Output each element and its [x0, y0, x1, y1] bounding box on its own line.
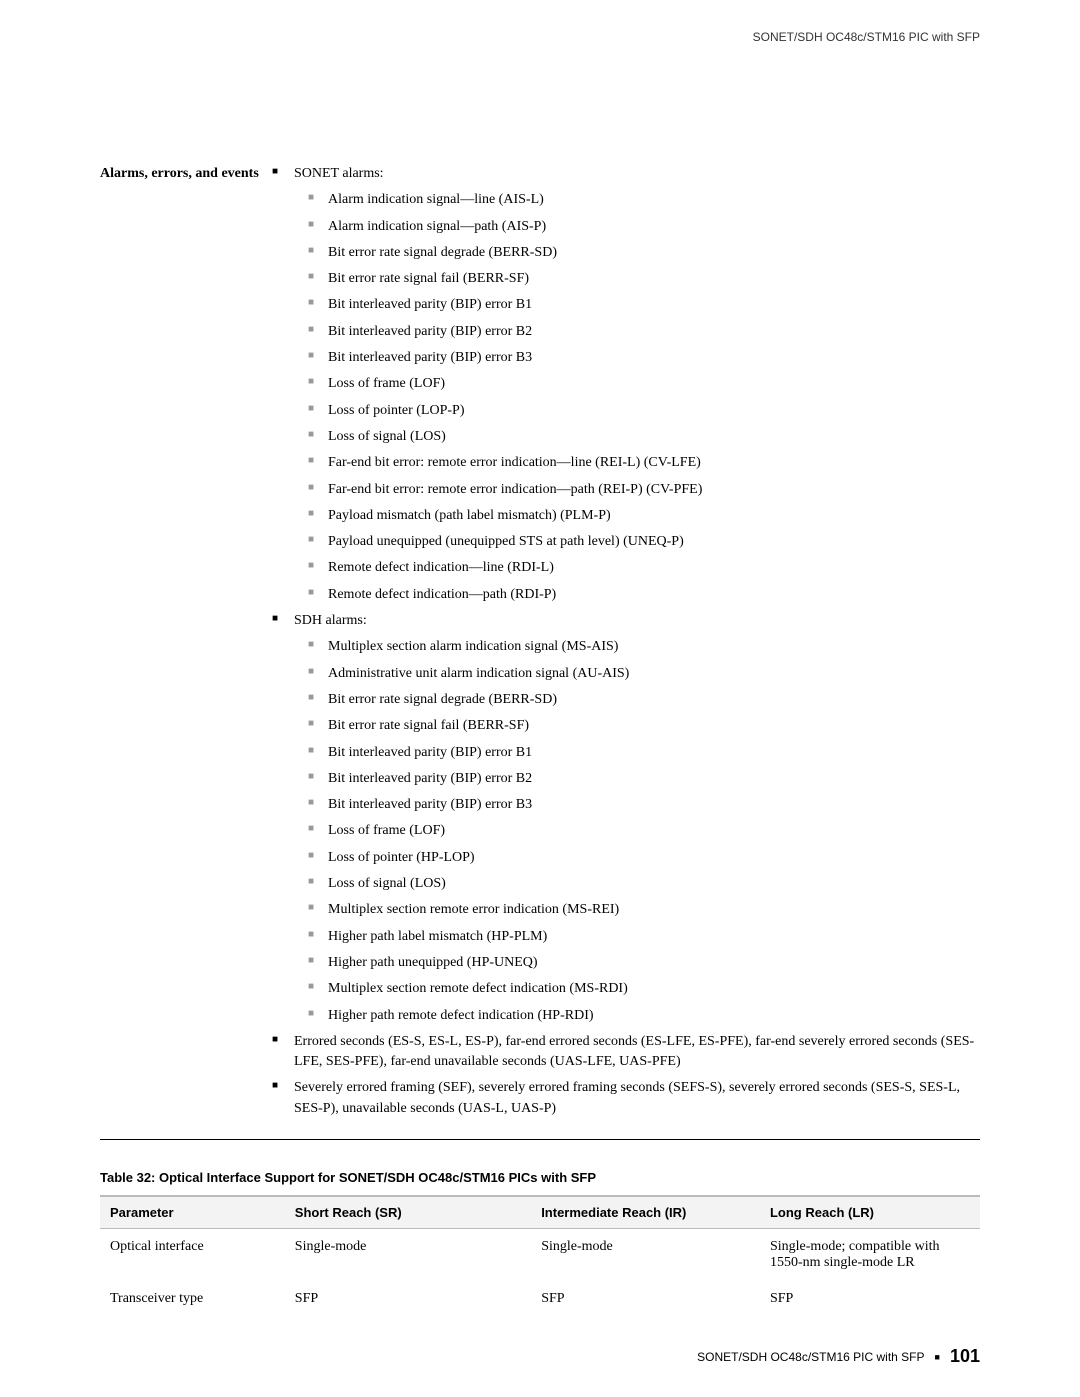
alarms-content: SONET alarms: Alarm indication signal—lin… — [270, 164, 980, 1125]
table-row: Optical interfaceSingle-modeSingle-modeS… — [100, 1228, 980, 1281]
alarm-item: Bit interleaved parity (BIP) error B2 — [294, 322, 980, 342]
alarm-item: Multiplex section remote defect indicati… — [294, 979, 980, 999]
alarm-item: Remote defect indication—path (RDI-P) — [294, 585, 980, 605]
alarms-label: Alarms, errors, and events — [100, 164, 270, 184]
alarm-item: Remote defect indication—line (RDI-L) — [294, 558, 980, 578]
alarm-item: Alarm indication signal—path (AIS-P) — [294, 217, 980, 237]
alarm-item: Far-end bit error: remote error indicati… — [294, 480, 980, 500]
alarm-item: Bit interleaved parity (BIP) error B3 — [294, 795, 980, 815]
alarm-item: Higher path remote defect indication (HP… — [294, 1006, 980, 1026]
alarm-group-title: SONET alarms: — [294, 166, 384, 181]
footer-page-number: 101 — [950, 1346, 980, 1367]
footer-text: SONET/SDH OC48c/STM16 PIC with SFP — [697, 1350, 924, 1364]
alarm-item: Payload unequipped (unequipped STS at pa… — [294, 532, 980, 552]
alarm-group: SONET alarms: Alarm indication signal—lin… — [270, 164, 980, 605]
alarm-item: Loss of frame (LOF) — [294, 374, 980, 394]
alarm-item: Higher path label mismatch (HP-PLM) — [294, 927, 980, 947]
table-cell: Optical interface — [100, 1228, 285, 1281]
alarm-item: Bit interleaved parity (BIP) error B1 — [294, 743, 980, 763]
alarm-group-title: SDH alarms: — [294, 613, 367, 628]
alarm-item: Bit interleaved parity (BIP) error B3 — [294, 348, 980, 368]
alarm-item: Higher path unequipped (HP-UNEQ) — [294, 953, 980, 973]
alarm-item: Loss of pointer (LOP-P) — [294, 401, 980, 421]
section-divider — [100, 1139, 980, 1140]
page-footer: SONET/SDH OC48c/STM16 PIC with SFP ■ 101 — [697, 1346, 980, 1367]
table-caption: Table 32: Optical Interface Support for … — [100, 1170, 980, 1185]
table-header-cell: Long Reach (LR) — [760, 1196, 980, 1229]
alarm-item: Multiplex section remote error indicatio… — [294, 900, 980, 920]
alarms-section: Alarms, errors, and events SONET alarms:… — [100, 164, 980, 1125]
table-header-cell: Intermediate Reach (IR) — [531, 1196, 760, 1229]
table-header-cell: Short Reach (SR) — [285, 1196, 531, 1229]
alarm-item: Alarm indication signal—line (AIS-L) — [294, 190, 980, 210]
alarm-group-title: Errored seconds (ES-S, ES-L, ES-P), far-… — [294, 1034, 974, 1069]
alarm-item: Administrative unit alarm indication sig… — [294, 664, 980, 684]
alarm-item: Loss of frame (LOF) — [294, 821, 980, 841]
page-header-title: SONET/SDH OC48c/STM16 PIC with SFP — [100, 30, 980, 44]
table-cell: SFP — [285, 1281, 531, 1317]
alarm-item: Loss of signal (LOS) — [294, 874, 980, 894]
alarm-group: Errored seconds (ES-S, ES-L, ES-P), far-… — [270, 1032, 980, 1073]
alarm-item: Payload mismatch (path label mismatch) (… — [294, 506, 980, 526]
table-cell: SFP — [760, 1281, 980, 1317]
table-row: Transceiver typeSFPSFPSFP — [100, 1281, 980, 1317]
optical-interface-table: ParameterShort Reach (SR)Intermediate Re… — [100, 1195, 980, 1317]
alarm-item: Far-end bit error: remote error indicati… — [294, 453, 980, 473]
table-cell: Single-mode — [531, 1228, 760, 1281]
alarm-item: Bit error rate signal degrade (BERR-SD) — [294, 690, 980, 710]
alarm-item: Bit error rate signal degrade (BERR-SD) — [294, 243, 980, 263]
table-cell: SFP — [531, 1281, 760, 1317]
table-cell: Single-mode; compatible with 1550-nm sin… — [760, 1228, 980, 1281]
alarm-item: Multiplex section alarm indication signa… — [294, 637, 980, 657]
alarm-item: Bit error rate signal fail (BERR-SF) — [294, 716, 980, 736]
footer-square-icon: ■ — [935, 1352, 940, 1362]
alarm-group: SDH alarms: Multiplex section alarm indic… — [270, 611, 980, 1026]
alarm-item: Bit interleaved parity (BIP) error B2 — [294, 769, 980, 789]
alarm-item: Bit interleaved parity (BIP) error B1 — [294, 295, 980, 315]
alarm-group: Severely errored framing (SEF), severely… — [270, 1078, 980, 1119]
table-cell: Single-mode — [285, 1228, 531, 1281]
alarm-item: Loss of pointer (HP-LOP) — [294, 848, 980, 868]
alarm-item: Loss of signal (LOS) — [294, 427, 980, 447]
table-header-cell: Parameter — [100, 1196, 285, 1229]
table-cell: Transceiver type — [100, 1281, 285, 1317]
alarm-item: Bit error rate signal fail (BERR-SF) — [294, 269, 980, 289]
alarm-group-title: Severely errored framing (SEF), severely… — [294, 1080, 960, 1115]
